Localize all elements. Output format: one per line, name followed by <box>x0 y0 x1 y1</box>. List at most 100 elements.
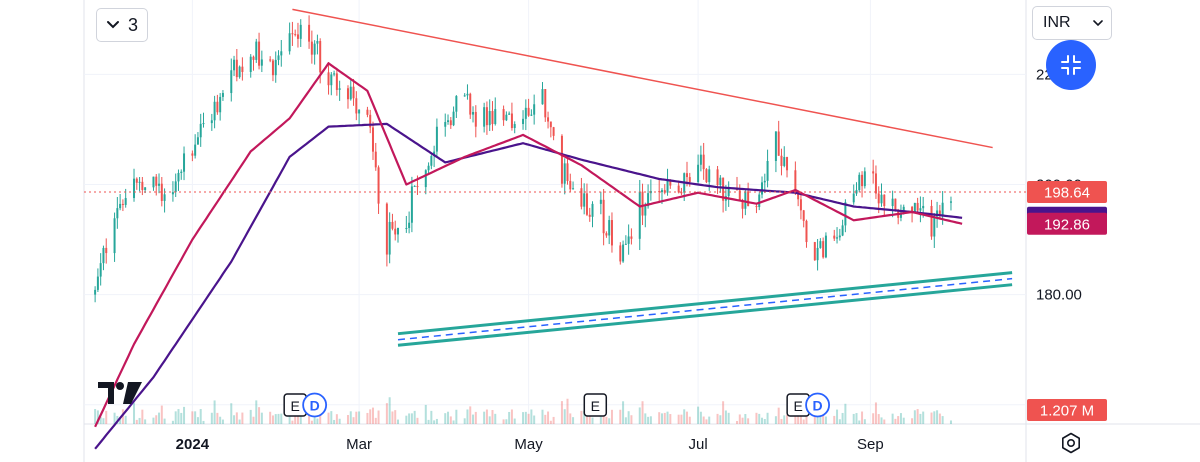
candle <box>199 113 202 147</box>
volume-bar <box>685 411 688 424</box>
volume-bar <box>911 418 914 424</box>
volume-bar <box>494 413 497 424</box>
resistance-trendline[interactable] <box>292 8 993 149</box>
volume-bar <box>669 414 672 424</box>
volume-bar <box>474 411 477 424</box>
candle <box>413 185 416 187</box>
collapse-chart-button[interactable] <box>1046 40 1096 90</box>
volume-bar <box>444 413 447 424</box>
support-trendline-lower[interactable] <box>397 283 1013 347</box>
candle <box>160 176 163 207</box>
volume-bar <box>124 415 127 424</box>
volume-bar <box>405 415 408 424</box>
volume-bar <box>783 415 786 424</box>
volume-bar <box>569 413 572 424</box>
volume-bar <box>724 410 727 424</box>
support-trendline-upper[interactable] <box>397 271 1013 336</box>
volume-bar <box>94 409 97 424</box>
volume-bar <box>213 400 216 424</box>
candle <box>569 173 572 192</box>
candle <box>502 105 505 126</box>
volume-bar <box>822 411 825 424</box>
x-tick-label: Sep <box>857 436 884 453</box>
volume-bar <box>424 404 427 424</box>
candle <box>405 215 408 233</box>
candle <box>374 142 377 171</box>
candle <box>938 204 941 220</box>
volume-bar <box>644 413 647 424</box>
currency-selector[interactable]: INR <box>1032 6 1112 40</box>
volume-bar <box>677 414 680 424</box>
candle <box>280 39 283 67</box>
volume-bar <box>647 416 650 424</box>
volume-bar <box>938 413 941 424</box>
chart-settings-button[interactable] <box>1058 430 1084 456</box>
volume-bar <box>180 412 183 424</box>
candle <box>294 29 297 37</box>
interval-selector-button[interactable]: 3 <box>96 8 148 42</box>
volume-bar <box>583 410 586 424</box>
candle <box>858 172 861 193</box>
candle <box>727 181 730 207</box>
earnings-marker[interactable]: E <box>583 393 608 417</box>
candle <box>780 148 783 176</box>
candle <box>249 54 252 78</box>
candle <box>183 146 186 181</box>
candle <box>455 95 458 118</box>
last-price-badge: 198.64 <box>1027 180 1107 203</box>
volume-bar <box>177 409 180 424</box>
price-axis[interactable]: 160.00180.00200.00220.00 <box>1036 66 1082 413</box>
support-channel-mid[interactable] <box>397 277 1013 341</box>
volume-bar <box>572 417 575 424</box>
candle <box>252 55 255 71</box>
candle <box>544 88 547 122</box>
volume-bar <box>435 418 438 424</box>
volume-bar <box>233 415 236 424</box>
trendlines[interactable] <box>292 8 1013 347</box>
candle <box>583 183 586 215</box>
candle <box>233 55 236 77</box>
volume-bar <box>447 411 450 424</box>
volume-bar <box>580 410 583 424</box>
candle <box>335 69 338 96</box>
candle <box>547 111 550 129</box>
candle <box>171 181 174 202</box>
candle <box>722 177 725 213</box>
candle <box>819 238 822 249</box>
candle <box>158 173 161 194</box>
candle <box>552 126 555 141</box>
volume-bar <box>949 420 952 424</box>
candle <box>369 109 372 134</box>
candle <box>549 121 552 138</box>
volume-bar <box>274 414 277 424</box>
candle <box>786 156 789 178</box>
volume-bar <box>747 418 750 424</box>
volume-bar <box>333 419 336 424</box>
candle <box>666 168 669 196</box>
volume-bar <box>897 416 900 424</box>
volume-bar <box>346 415 349 424</box>
volume-bar <box>377 410 380 424</box>
volume-bar <box>163 418 166 424</box>
volume-bar <box>510 409 513 424</box>
volume-bar <box>566 398 569 424</box>
candle <box>152 176 155 191</box>
candle <box>508 111 511 115</box>
dividend-marker[interactable]: D <box>302 392 328 418</box>
dividend-marker[interactable]: D <box>805 392 830 418</box>
volume-bar <box>502 419 505 424</box>
volume-bar <box>666 411 669 424</box>
candle <box>644 202 647 228</box>
time-axis[interactable]: 2024 Mar May Jul Sep <box>176 436 884 453</box>
volume-bar <box>294 410 297 424</box>
candle <box>258 32 261 70</box>
x-tick-label: 2024 <box>176 436 210 453</box>
candle <box>394 220 397 241</box>
candle <box>766 149 769 188</box>
candle <box>296 22 299 48</box>
volume-bar <box>102 418 105 424</box>
volume-bar <box>269 411 272 424</box>
candle <box>699 145 702 172</box>
